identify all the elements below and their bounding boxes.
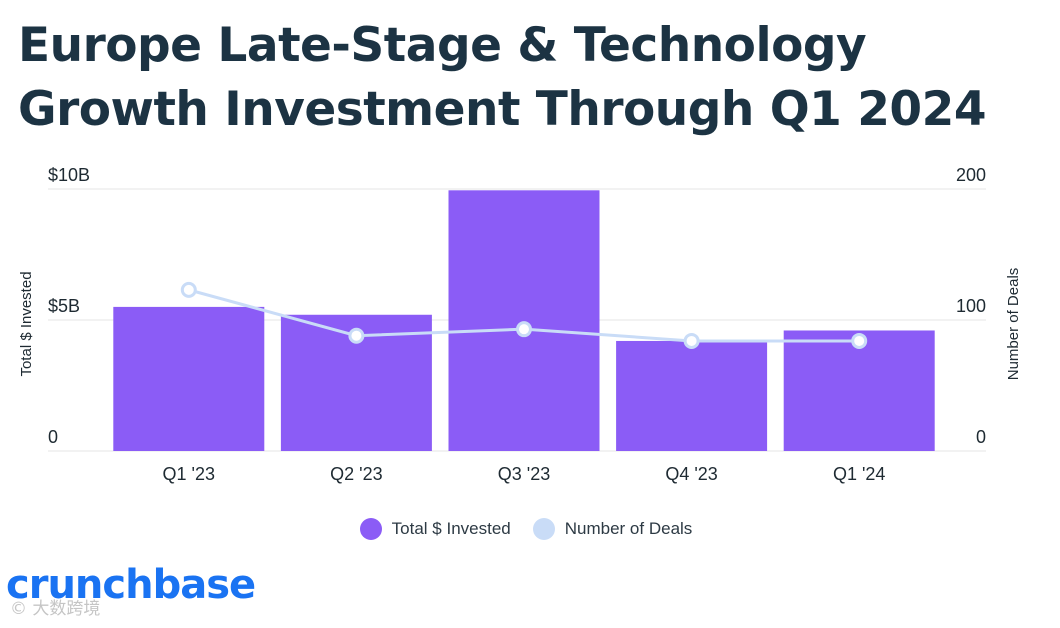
deals-point [348, 327, 365, 344]
y-left-axis-title: Total $ Invested [18, 271, 35, 376]
legend-label-deals: Number of Deals [564, 519, 693, 538]
x-tick-label: Q4 '23 [665, 464, 717, 484]
axis-labels: 0 $5B $10B 0 100 200 Total $ Invested Number of… [18, 165, 1022, 484]
bars [113, 190, 935, 451]
deals-point [180, 281, 197, 298]
bar-invested [783, 330, 935, 451]
x-tick-label: Q1 '24 [833, 464, 885, 484]
y-right-tick-label: 0 [976, 427, 986, 447]
x-tick-label: Q1 '23 [163, 464, 215, 484]
x-tick-label: Q3 '23 [498, 464, 550, 484]
bar-invested [113, 306, 265, 451]
legend: Total $ Invested Number of Deals [0, 518, 1060, 540]
legend-label-invested: Total $ Invested [391, 519, 511, 538]
y-right-tick-label: 200 [956, 165, 986, 185]
deals-point [516, 321, 532, 338]
chart-title: Europe Late-Stage & Technology Growth In… [18, 18, 987, 137]
y-left-tick-label: $10B [48, 165, 90, 185]
legend-swatch-invested [359, 518, 382, 540]
bar-invested [448, 190, 600, 451]
y-right-tick-label: 100 [956, 296, 986, 316]
legend-swatch-deals [532, 518, 555, 540]
crunchbase-logo: crunchbase [6, 562, 256, 608]
deals-line [180, 281, 868, 349]
deals-point [683, 332, 700, 349]
x-tick-label: Q2 '23 [330, 464, 382, 484]
legend-item-invested[interactable]: Total $ Invested [359, 518, 511, 540]
watermark: © 大数跨境 [10, 599, 101, 619]
bar-invested [616, 340, 768, 451]
y-left-tick-label: 0 [48, 427, 58, 447]
y-right-axis-title: Number of Deals [1005, 268, 1022, 381]
y-left-tick-label: $5B [48, 296, 80, 316]
legend-item-deals[interactable]: Number of Deals [532, 518, 693, 540]
deals-point [851, 332, 868, 349]
